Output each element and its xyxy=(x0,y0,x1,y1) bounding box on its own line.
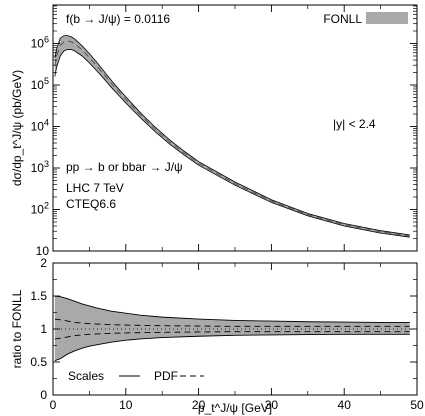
top-y-tick-label: 103 xyxy=(31,159,49,175)
bottom-plot-frame xyxy=(52,262,418,396)
top-y-tick-label: 105 xyxy=(31,76,49,92)
top-y-tick-label: 10 xyxy=(36,244,50,258)
scales-uncertainty-band xyxy=(54,296,410,361)
bottom-x-tick-label: 20 xyxy=(192,398,206,412)
bottom-x-tick-label: 50 xyxy=(410,398,424,412)
bottom-x-axis-ticks: 0 10 20 30 40 50 xyxy=(50,263,424,412)
bottom-y-tick-label: 0 xyxy=(40,388,47,402)
legend-scales-label: Scales xyxy=(68,369,104,383)
bottom-y-tick-label: 0.5 xyxy=(30,355,47,369)
top-y-axis-label-group: dσ/dp_t^J/ψ (pb/GeV) xyxy=(10,70,24,186)
fonll-band-lower-edge xyxy=(54,49,410,238)
legend-fonll-swatch xyxy=(366,12,408,24)
fonll-uncertainty-band xyxy=(54,35,410,238)
legend-fonll-label: FONLL xyxy=(323,12,362,26)
top-y-tick-label: 104 xyxy=(31,118,49,134)
scales-upper-line xyxy=(54,295,410,323)
bottom-y-tick-label: 1.5 xyxy=(30,289,47,303)
bottom-y-axis-label: ratio to FONLL xyxy=(10,289,24,368)
bottom-x-axis-label: p_t^J/ψ [GeV] xyxy=(198,401,272,415)
bottom-x-tick-label: 0 xyxy=(50,398,57,412)
pdf-set-annotation: CTEQ6.6 xyxy=(66,197,116,211)
bottom-x-tick-label: 10 xyxy=(119,398,133,412)
bottom-y-tick-label: 2 xyxy=(40,256,47,270)
legend-pdf-label: PDF xyxy=(154,369,178,383)
bottom-y-axis-label-group: ratio to FONLL xyxy=(10,289,24,368)
scales-lower-line xyxy=(54,333,410,362)
top-plot-frame xyxy=(52,4,418,252)
bottom-y-axis-ticks: 0 0.5 1 1.5 2 xyxy=(30,256,417,402)
ratio-panel: 0 0.5 1 1.5 2 0 10 20 30 40 50 Scales PDF ratio t… xyxy=(10,256,424,415)
top-y-axis-ticks: 10 102 103 104 105 106 xyxy=(31,5,417,258)
top-y-tick-label: 102 xyxy=(31,201,49,217)
rapidity-annotation: |y| < 2.4 xyxy=(333,117,376,131)
bottom-x-tick-label: 30 xyxy=(265,398,279,412)
fraction-annotation: f(b → J/ψ) = 0.0116 xyxy=(66,12,170,26)
fonll-central-line xyxy=(54,40,410,237)
bottom-x-tick-label: 40 xyxy=(338,398,352,412)
top-y-axis-label: dσ/dp_t^J/ψ (pb/GeV) xyxy=(10,70,24,186)
process-annotation: pp → b or bbar → J/ψ xyxy=(66,160,183,174)
cross-section-panel: 10 102 103 104 105 106 f(b → J/ψ) = 0.0116 FO… xyxy=(10,4,418,258)
bottom-y-tick-label: 1 xyxy=(40,322,47,336)
energy-annotation: LHC 7 TeV xyxy=(66,181,124,195)
top-y-tick-label: 106 xyxy=(31,35,49,51)
fonll-band-upper-edge xyxy=(54,35,410,236)
